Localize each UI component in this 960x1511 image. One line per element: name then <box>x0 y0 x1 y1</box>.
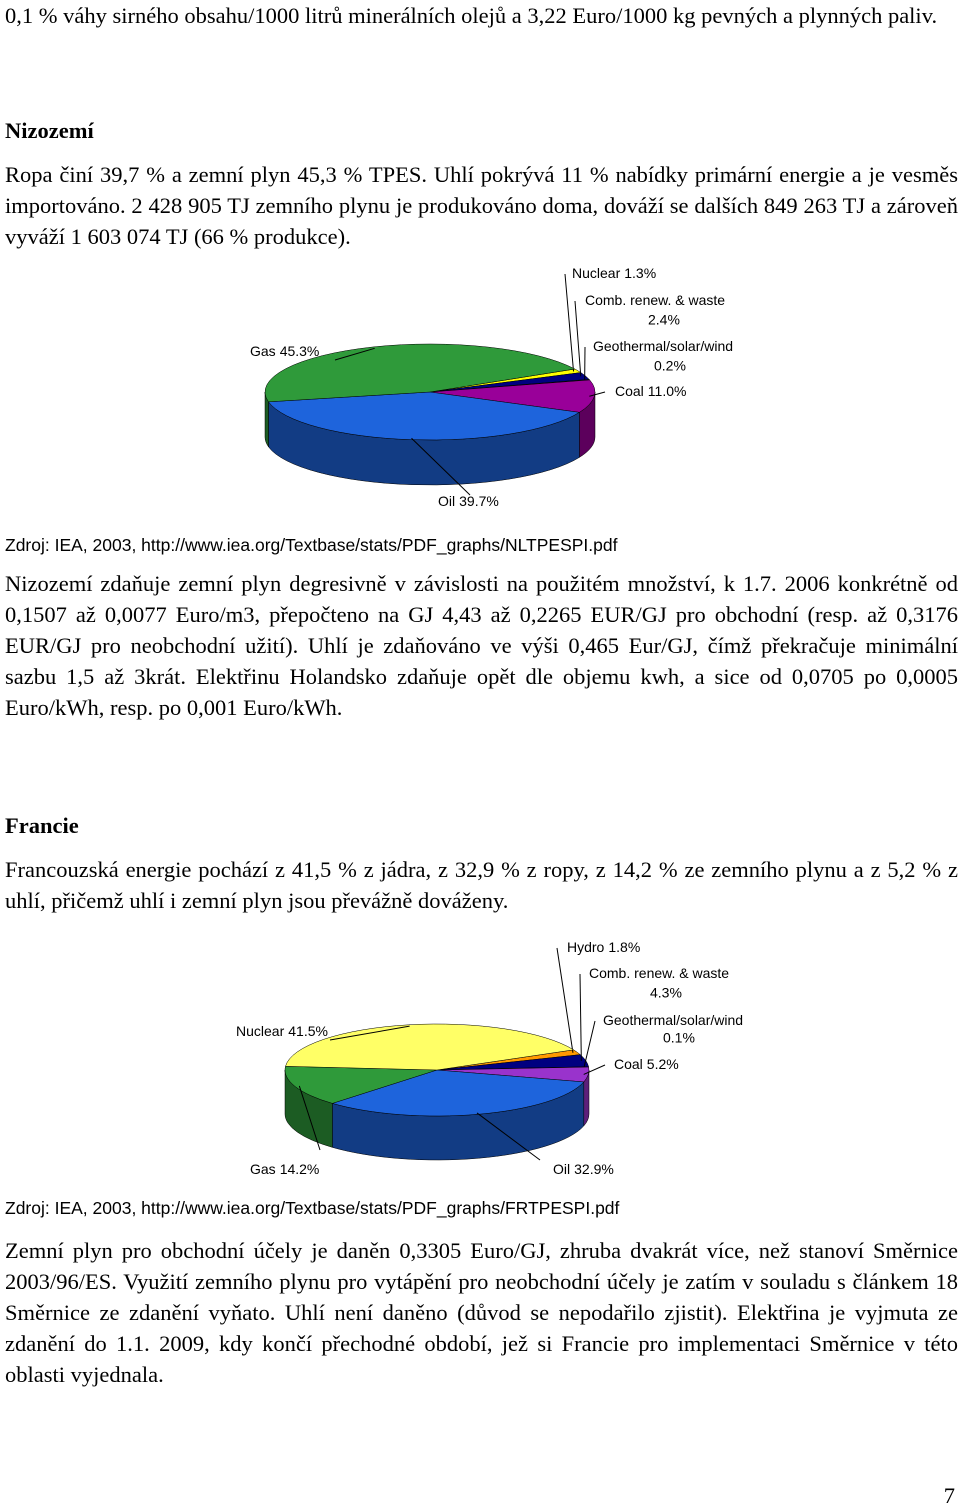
slice-value: 4.3% <box>650 985 682 1001</box>
slice-name: Hydro <box>567 939 605 955</box>
slice-value: 0.2% <box>654 358 686 374</box>
slice-value: 2.4% <box>648 312 680 328</box>
slice-value: 0.1% <box>663 1030 695 1046</box>
heading: Nizozemí <box>5 115 958 146</box>
leader-line <box>575 301 581 376</box>
slice-name: Geothermal/solar/wind <box>593 338 733 354</box>
slice-name: Nuclear <box>236 1023 285 1039</box>
source: Zdroj: IEA, 2003, http://www.iea.org/Tex… <box>5 533 617 557</box>
slice-name: Oil <box>553 1161 570 1177</box>
slice-name: Comb. renew. & waste <box>589 965 729 981</box>
slice-value: 1.3% <box>624 265 656 281</box>
slice-value: 45.3% <box>280 343 320 359</box>
slice-label: Geothermal/solar/wind <box>603 1012 743 1028</box>
slice-value: 5.2% <box>647 1056 679 1072</box>
slice-name: Coal <box>615 383 644 399</box>
slice-name: Gas <box>250 343 276 359</box>
slice-label: Comb. renew. & waste <box>585 292 725 308</box>
paragraph: Ropa činí 39,7 % a zemní plyn 45,3 % TPE… <box>5 159 958 252</box>
slice-name: Gas <box>250 1161 276 1177</box>
slice-name: Oil <box>438 493 455 509</box>
leader-line <box>580 974 581 1061</box>
leader-line <box>584 1021 595 1067</box>
paragraph: 0,1 % váhy sirného obsahu/1000 litrů min… <box>5 0 958 31</box>
slice-name: Nuclear <box>572 265 621 281</box>
heading: Francie <box>5 810 958 841</box>
slice-label: Comb. renew. & waste <box>589 965 729 981</box>
paragraph: Francouzská energie pochází z 41,5 % z j… <box>5 854 958 916</box>
leader-line <box>565 274 574 371</box>
slice-value: 14.2% <box>280 1161 320 1177</box>
page-number: 7 <box>5 1480 955 1511</box>
source: Zdroj: IEA, 2003, http://www.iea.org/Tex… <box>5 1196 619 1220</box>
slice-value: 11.0% <box>648 383 687 399</box>
slice-value: 32.9% <box>574 1161 614 1177</box>
slice-name: Geothermal/solar/wind <box>603 1012 743 1028</box>
slice-label: Geothermal/solar/wind <box>593 338 733 354</box>
paragraph: Zemní plyn pro obchodní účely je daněn 0… <box>5 1235 958 1390</box>
slice-value: 39.7% <box>459 493 499 509</box>
paragraph: Nizozemí zdaňuje zemní plyn degresivně v… <box>5 568 958 723</box>
slice-name: Comb. renew. & waste <box>585 292 725 308</box>
slice-value: 41.5% <box>288 1023 328 1039</box>
slice-value: 1.8% <box>608 939 640 955</box>
slice-name: Coal <box>614 1056 643 1072</box>
leader-line <box>557 948 573 1053</box>
